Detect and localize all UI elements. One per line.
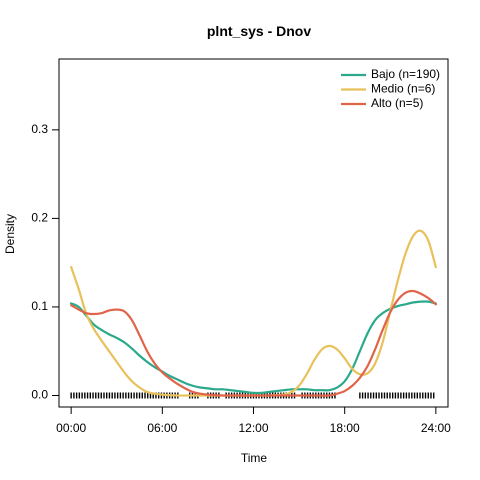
x-axis: 00:00 06:00 12:00 18:00 24:00 bbox=[56, 406, 451, 435]
legend-label-1: Medio (n=6) bbox=[371, 82, 435, 96]
chart-title: plnt_sys - Dnov bbox=[207, 23, 311, 39]
y-tick-label: 0.0 bbox=[31, 388, 48, 402]
y-axis: 0.0 0.1 0.2 0.3 bbox=[31, 122, 60, 402]
legend: Bajo (n=190)Medio (n=6)Alto (n=5) bbox=[341, 67, 440, 110]
series-line-0 bbox=[70, 300, 437, 395]
y-tick-label: 0.2 bbox=[31, 211, 48, 225]
x-tick-label: 18:00 bbox=[330, 421, 360, 435]
x-tick-label: 06:00 bbox=[147, 421, 177, 435]
y-tick-label: 0.3 bbox=[31, 122, 48, 136]
plot-frame bbox=[58, 58, 449, 408]
x-tick-label: 00:00 bbox=[56, 421, 86, 435]
legend-label-2: Alto (n=5) bbox=[371, 96, 423, 110]
x-axis-label: Time bbox=[241, 451, 268, 465]
legend-label-0: Bajo (n=190) bbox=[371, 67, 440, 81]
y-tick-label: 0.1 bbox=[31, 299, 48, 313]
y-axis-label: Density bbox=[3, 214, 17, 254]
x-tick-label: 24:00 bbox=[421, 421, 451, 435]
x-tick-label: 12:00 bbox=[238, 421, 268, 435]
series-line-2 bbox=[70, 289, 437, 397]
density-lines bbox=[70, 229, 437, 397]
